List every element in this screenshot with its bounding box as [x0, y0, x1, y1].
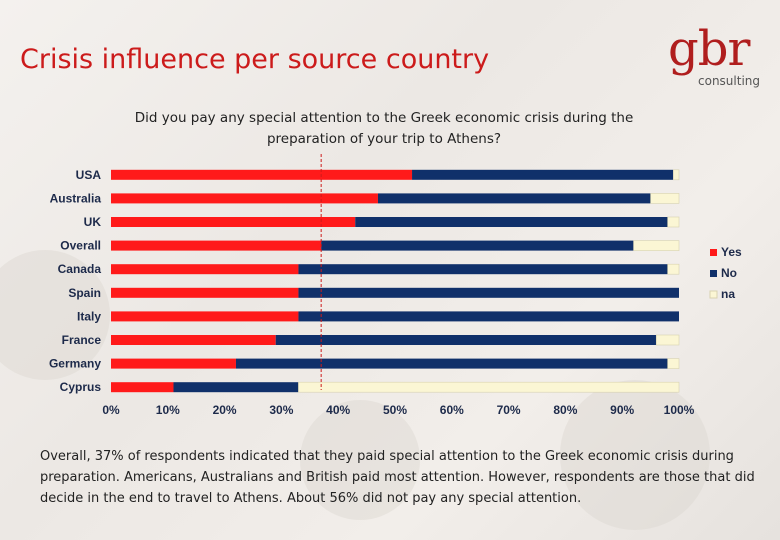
x-tick-label: 90% — [610, 403, 634, 417]
bar-na-australia — [650, 193, 680, 204]
bar-yes-usa — [111, 169, 413, 180]
legend-swatch-yes — [710, 249, 717, 256]
category-label: USA — [76, 168, 102, 182]
bar-na-germany — [667, 358, 680, 369]
bar-na-uk — [667, 216, 680, 228]
bar-na-usa — [673, 169, 680, 181]
x-tick-label: 40% — [326, 403, 350, 417]
x-tick-label: 10% — [156, 403, 180, 417]
bar-na-canada — [667, 263, 680, 275]
bar-na-overall — [633, 240, 680, 251]
legend-label-yes: Yes — [721, 245, 742, 259]
bar-yes-uk — [111, 217, 356, 227]
bar-no-germany — [235, 358, 668, 369]
category-label: UK — [84, 215, 102, 229]
category-label: France — [62, 333, 102, 347]
category-labels: USA Australia UK Overall Canada Spain Italy Fra… — [49, 168, 101, 394]
bar-yes-germany — [111, 358, 236, 369]
bar-no-australia — [377, 193, 651, 204]
gbr-consulting-logo: gbr consulting — [666, 20, 766, 90]
x-tick-label: 30% — [269, 403, 293, 417]
logo-subtitle: consulting — [698, 74, 760, 88]
bar-no-usa — [412, 169, 674, 180]
category-label: Spain — [68, 286, 101, 300]
bar-yes-cyprus — [111, 382, 174, 393]
bar-na-france — [655, 334, 680, 346]
category-label: Cyprus — [60, 380, 102, 394]
bar-yes-spain — [111, 287, 299, 298]
background-coin — [560, 380, 710, 530]
x-tick-label: 80% — [553, 403, 577, 417]
category-label: Overall — [60, 239, 101, 253]
chart-question: Did you pay any special attention to the… — [134, 110, 634, 147]
x-tick-label: 50% — [383, 403, 407, 417]
x-tick-label: 0% — [102, 403, 120, 417]
legend-label-no: No — [721, 266, 737, 280]
bar-yes-italy — [111, 311, 299, 322]
bar-no-france — [275, 335, 657, 345]
bar-no-overall — [321, 240, 634, 251]
category-label: Germany — [49, 357, 101, 371]
x-tick-label: 20% — [213, 403, 237, 417]
background-coin — [0, 250, 110, 380]
bar-no-canada — [298, 264, 668, 275]
legend-label-na: na — [721, 287, 735, 301]
x-axis-ticks: 0% 10% 20% 30% 40% 50% 60% 70% 80% 90% 100% — [102, 403, 694, 417]
stacked-bar-chart: USA Australia UK Overall Canada Spain Italy Fra… — [49, 154, 742, 417]
category-label: Canada — [58, 262, 102, 276]
bar-no-cyprus — [173, 382, 299, 393]
background-coin — [300, 400, 420, 520]
x-tick-label: 70% — [497, 403, 521, 417]
bar-no-uk — [355, 217, 668, 227]
bars-group — [111, 169, 680, 393]
x-tick-label: 100% — [664, 403, 695, 417]
bar-yes-australia — [111, 193, 378, 204]
bar-na-cyprus — [298, 381, 680, 393]
legend-swatch-na — [709, 290, 718, 299]
bar-yes-overall — [111, 240, 322, 251]
bar-yes-canada — [111, 264, 299, 275]
bar-no-spain — [298, 287, 679, 298]
x-tick-label: 60% — [440, 403, 464, 417]
summary-text: Overall, 37% of respondents indicated th… — [40, 449, 755, 506]
bar-yes-france — [111, 335, 276, 345]
legend-swatch-no — [710, 270, 717, 277]
legend: Yes No na — [709, 245, 742, 301]
category-label: Italy — [77, 309, 101, 323]
logo-wordmark: gbr — [668, 21, 750, 77]
bar-no-italy — [298, 311, 679, 322]
slide-title: Crisis influence per source country — [20, 44, 490, 75]
category-label: Australia — [50, 191, 102, 205]
